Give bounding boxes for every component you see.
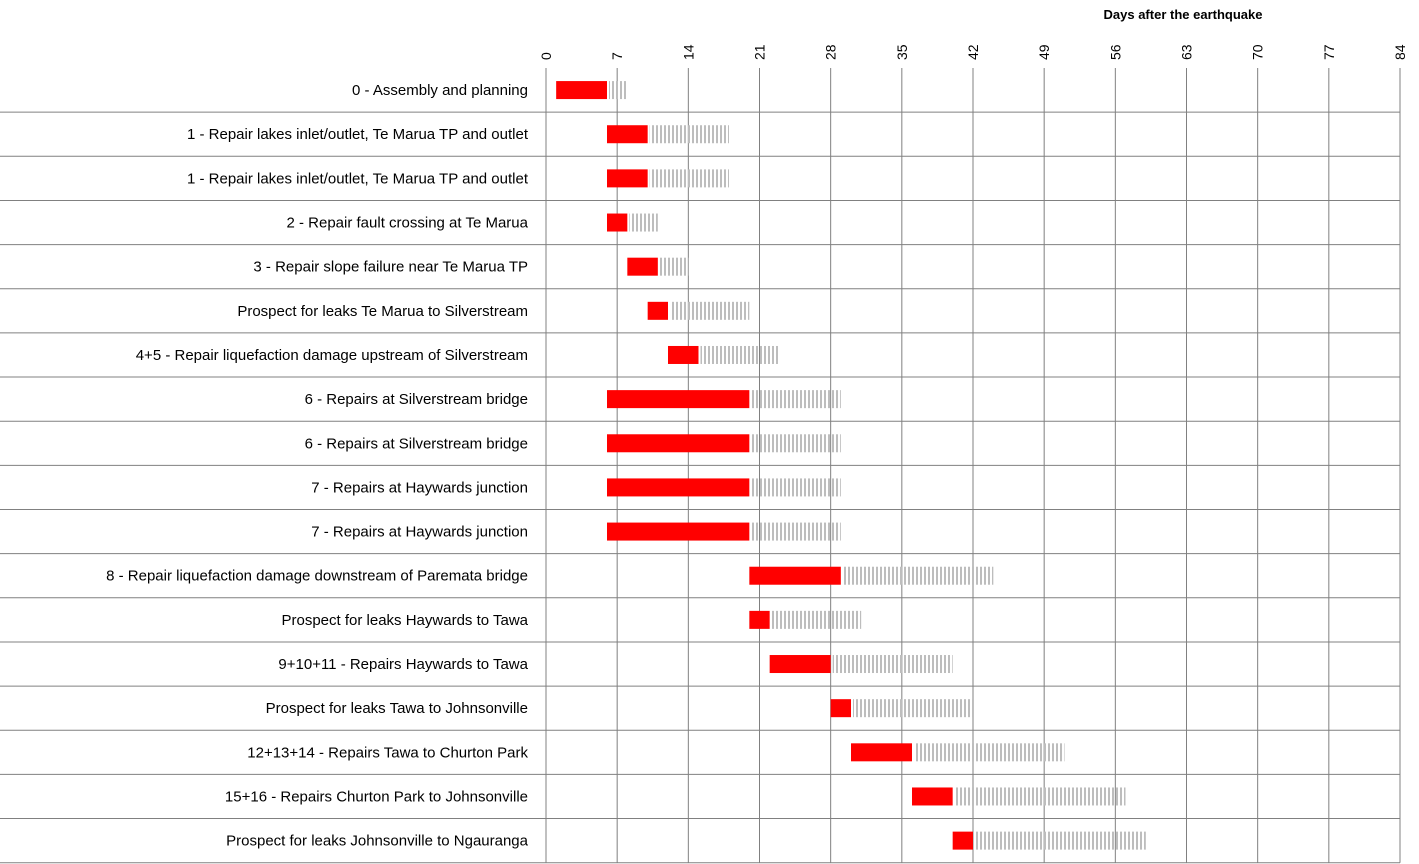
float-bar (751, 478, 841, 497)
task-bars (556, 81, 1146, 850)
task-label: 1 - Repair lakes inlet/outlet, Te Marua … (187, 126, 529, 143)
duration-bar (607, 434, 750, 453)
task-label: 7 - Repairs at Haywards junction (311, 479, 528, 496)
duration-bar (769, 655, 831, 674)
duration-bar (912, 787, 953, 806)
x-tick-label: 84 (1392, 44, 1408, 60)
task-label: Prospect for leaks Haywards to Tawa (282, 612, 529, 629)
duration-bar (607, 390, 750, 409)
duration-bar (668, 345, 699, 364)
x-tick-label: 7 (609, 52, 625, 60)
float-bar (751, 522, 841, 541)
duration-bar (749, 610, 770, 629)
x-tick-label: 56 (1107, 44, 1123, 60)
float-bar (649, 125, 729, 144)
task-label: Prospect for leaks Johnsonville to Ngaur… (226, 833, 528, 850)
task-label: 4+5 - Repair liquefaction damage upstrea… (136, 347, 528, 364)
float-bar (842, 566, 994, 585)
x-tick-label: 49 (1036, 44, 1052, 60)
duration-bar (851, 743, 912, 762)
duration-bar (749, 566, 841, 585)
x-axis-ticks: 0 7 14 21 28 35 42 49 56 63 70 77 84 (538, 44, 1408, 60)
task-label: 1 - Repair lakes inlet/outlet, Te Marua … (187, 170, 529, 187)
x-tick-label: 21 (752, 44, 768, 60)
float-bar (771, 610, 862, 629)
task-label: Prospect for leaks Tawa to Johnsonville (266, 700, 528, 717)
float-bar (670, 301, 750, 320)
task-label: 7 - Repairs at Haywards junction (311, 524, 528, 541)
float-bar (832, 655, 953, 674)
x-axis-title: Days after the earthquake (1104, 7, 1263, 22)
float-bar (609, 81, 628, 100)
duration-bar (607, 169, 648, 188)
float-bar (751, 434, 841, 453)
x-tick-label: 70 (1250, 44, 1266, 60)
task-label: 15+16 - Repairs Churton Park to Johnsonv… (225, 788, 528, 805)
float-bar (914, 743, 1065, 762)
grid (0, 68, 1401, 864)
x-tick-label: 28 (823, 44, 839, 60)
duration-bar (627, 257, 658, 276)
x-tick-label: 63 (1179, 44, 1195, 60)
float-bar (700, 345, 780, 364)
duration-bar (607, 125, 648, 144)
task-label: 8 - Repair liquefaction damage downstrea… (106, 568, 528, 585)
x-tick-label: 14 (680, 44, 696, 60)
duration-bar (830, 699, 851, 718)
duration-bar (607, 478, 750, 497)
task-label: 6 - Repairs at Silverstream bridge (305, 391, 528, 408)
duration-bar (952, 831, 973, 850)
task-label: 12+13+14 - Repairs Tawa to Churton Park (247, 744, 528, 761)
x-tick-label: 42 (965, 44, 981, 60)
duration-bar (556, 81, 607, 100)
x-tick-label: 77 (1321, 44, 1337, 60)
task-label: 9+10+11 - Repairs Haywards to Tawa (278, 656, 528, 673)
duration-bar (607, 213, 628, 232)
float-bar (649, 169, 729, 188)
task-labels: 0 - Assembly and planning 1 - Repair lake… (106, 82, 529, 850)
float-bar (975, 831, 1146, 850)
x-tick-label: 0 (538, 52, 554, 60)
task-label: 6 - Repairs at Silverstream bridge (305, 435, 528, 452)
duration-bar (647, 301, 668, 320)
float-bar (629, 213, 658, 232)
float-bar (853, 699, 973, 718)
task-label: 2 - Repair fault crossing at Te Marua (286, 215, 528, 232)
duration-bar (607, 522, 750, 541)
task-label: 0 - Assembly and planning (352, 82, 528, 99)
float-bar (954, 787, 1126, 806)
x-tick-label: 35 (894, 44, 910, 60)
float-bar (751, 390, 841, 409)
task-label: Prospect for leaks Te Marua to Silverstr… (237, 303, 528, 320)
task-label: 3 - Repair slope failure near Te Marua T… (253, 259, 528, 276)
float-bar (659, 257, 689, 276)
